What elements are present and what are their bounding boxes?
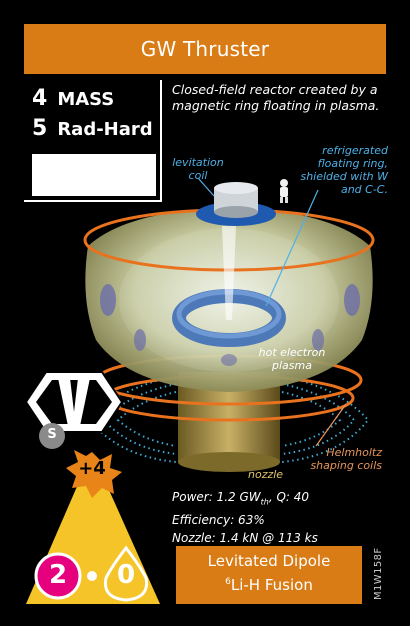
fuel-steps-value: 0 (116, 560, 136, 590)
mass-label: MASS (57, 89, 115, 110)
s-circle-icon (39, 423, 65, 449)
reactor-name: Levitated Dipole (207, 552, 331, 570)
astronaut-icon (280, 179, 288, 203)
field-lines (88, 375, 370, 463)
annotation-hot-plasma: hot electron plasma (258, 346, 326, 372)
explosion-icon (66, 450, 122, 498)
bonus-value: +4 (78, 458, 106, 479)
title-bar: GW Thruster (24, 24, 386, 74)
efficiency-spec: Efficiency: 63% (172, 513, 265, 528)
power-spec: Power: 1.2 GWth, Q: 40 (172, 490, 310, 507)
card-title: GW Thruster (140, 37, 270, 61)
stats-panel: 4 MASS 5 Rad-Hard (24, 80, 162, 202)
nozzle-spec: Nozzle: 1.4 kN @ 113 ks (172, 531, 318, 546)
mass-stat: 4 MASS (32, 86, 114, 111)
footer-bar: Levitated Dipole 6Li-H Fusion (176, 546, 362, 604)
card-id: M1W158F (373, 547, 384, 600)
performance-specs: Power: 1.2 GWth, Q: 40 Efficiency: 63% N… (172, 488, 318, 547)
annotation-helmholtz: Helmholtz shaping coils (310, 446, 382, 472)
thermometer-box (32, 154, 156, 196)
annotation-nozzle: nozzle (248, 468, 284, 481)
annotation-levitation-coil: levitation coil (172, 156, 224, 182)
card-description: Closed-field reactor created by a magnet… (172, 82, 380, 113)
thrust-value: 2 (48, 560, 68, 590)
rad-hard-stat: 5 Rad-Hard (32, 116, 153, 141)
rad-label: Rad-Hard (57, 119, 153, 140)
annotation-floating-ring: refrigerated floating ring, shielded wit… (300, 144, 388, 196)
fuel-type: 6Li-H Fusion (225, 576, 313, 594)
hexagon-v-icon (24, 371, 124, 433)
rad-value: 5 (32, 116, 48, 141)
mass-value: 4 (32, 86, 48, 111)
badge-sub-letter: S (47, 427, 57, 442)
